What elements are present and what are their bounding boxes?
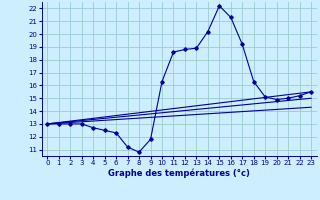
X-axis label: Graphe des températures (°c): Graphe des températures (°c)	[108, 169, 250, 178]
